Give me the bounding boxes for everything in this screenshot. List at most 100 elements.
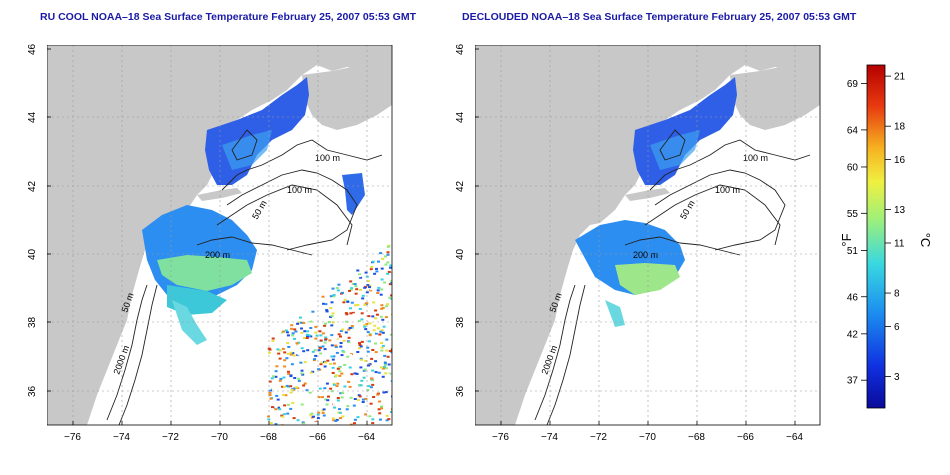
sst-pixel <box>307 414 311 417</box>
sst-pixel <box>272 426 275 428</box>
sst-pixel <box>374 360 378 363</box>
sst-pixel <box>332 419 336 422</box>
sst-pixel <box>296 357 300 360</box>
sst-pixel <box>350 426 353 428</box>
sst-pixel <box>281 385 285 388</box>
sst-pixel <box>364 359 368 362</box>
sst-pixel <box>346 414 350 417</box>
sst-pixel <box>300 403 304 406</box>
colorbar-ticks: 69 64 60 55 51 46 42 37 21 18 16 13 11 8 6 3 <box>847 72 906 387</box>
sst-pixel <box>317 349 321 352</box>
sst-pixel <box>291 334 295 337</box>
sst-pixel <box>321 411 325 414</box>
sst-pixel <box>282 393 285 396</box>
sst-pixel <box>366 346 370 349</box>
sst-pixel <box>283 359 287 362</box>
sst-pixel <box>342 339 346 342</box>
sst-pixel <box>353 283 357 286</box>
sst-pixel <box>280 331 284 334</box>
sst-pixel <box>382 366 386 368</box>
sst-pixel <box>301 373 305 376</box>
sst-pixel <box>380 267 384 270</box>
sst-pixel <box>297 379 301 382</box>
sst-pixel <box>332 362 336 365</box>
sst-pixel <box>331 287 335 290</box>
latitude-label: 42 <box>455 180 466 192</box>
map-frame <box>47 45 393 426</box>
sst-pixel <box>395 403 398 405</box>
sst-pixel <box>380 329 384 332</box>
sst-pixel <box>294 330 298 333</box>
sst-pixel <box>336 367 340 370</box>
sst-pixel <box>293 328 297 331</box>
sst-pixel <box>393 391 396 393</box>
sst-pixel <box>385 414 389 417</box>
contour-label: 200 m <box>205 250 230 260</box>
sst-pixel <box>324 303 328 306</box>
sst-pixel <box>289 391 293 394</box>
sst-pixel <box>396 336 397 338</box>
sst-pixel <box>339 392 343 395</box>
longitude-label: −64 <box>786 432 803 443</box>
sst-pixel <box>282 330 285 333</box>
sst-pixel <box>381 331 385 334</box>
sst-pixel <box>268 348 272 351</box>
sst-pixel <box>342 351 346 354</box>
sst-pixel <box>389 333 392 336</box>
sst-pixel <box>349 312 353 315</box>
sst-pixel <box>341 381 345 384</box>
sst-pixel <box>379 315 383 318</box>
sst-pixel <box>307 396 311 399</box>
sst-pixel <box>366 350 370 353</box>
sst-pixel <box>377 408 381 411</box>
sst-pixel <box>390 348 392 351</box>
sst-pixel <box>355 361 359 364</box>
sst-pixel <box>333 286 337 289</box>
sst-pixel <box>314 337 318 340</box>
sst-pixel <box>323 324 327 327</box>
sst-pixel <box>285 357 289 360</box>
sst-pixel <box>388 421 392 424</box>
nova-scotia-land <box>730 65 820 130</box>
sst-pixel <box>290 420 294 422</box>
sst-pixel <box>274 370 278 373</box>
sst-pixel <box>295 342 299 345</box>
sst-pixel <box>296 344 300 347</box>
sst-pixel <box>324 338 328 341</box>
sst-pixel <box>391 408 392 411</box>
sst-pixel <box>330 301 334 304</box>
sst-pixel <box>339 330 343 332</box>
sst-pixel <box>271 337 275 340</box>
sst-pixel <box>376 330 380 333</box>
sst-pixel <box>383 281 387 284</box>
sst-pixel <box>357 394 361 397</box>
sst-pixel <box>343 385 347 388</box>
sst-pixel <box>377 286 381 289</box>
sst-pixel <box>290 324 294 327</box>
latitude-label: 38 <box>27 316 38 328</box>
sst-pixel <box>375 267 378 270</box>
sst-pixel <box>370 357 374 360</box>
sst-pixel <box>271 406 274 409</box>
sst-pixel <box>292 387 296 390</box>
sst-pixel <box>366 284 370 287</box>
sst-pixel <box>368 322 372 325</box>
sst-pixel <box>331 372 335 374</box>
sst-pixel <box>393 319 396 321</box>
sst-pixel <box>363 324 367 326</box>
sst-pixel <box>385 349 389 352</box>
sst-pixel <box>364 346 368 349</box>
sst-pixel <box>302 384 306 387</box>
sst-pixel <box>273 418 277 421</box>
sst-pixel <box>275 394 279 397</box>
sst-pixel <box>378 333 382 336</box>
sst-pixel <box>385 419 389 422</box>
sst-pixel <box>310 315 314 317</box>
sst-pixel <box>335 351 339 354</box>
sst-pixel <box>376 429 379 430</box>
sst-pixel <box>379 366 383 369</box>
sst-pixel <box>372 301 376 304</box>
sst-pixel <box>285 384 289 387</box>
offshore-noisy-pixels <box>267 244 398 430</box>
sst-pixel <box>309 413 313 416</box>
